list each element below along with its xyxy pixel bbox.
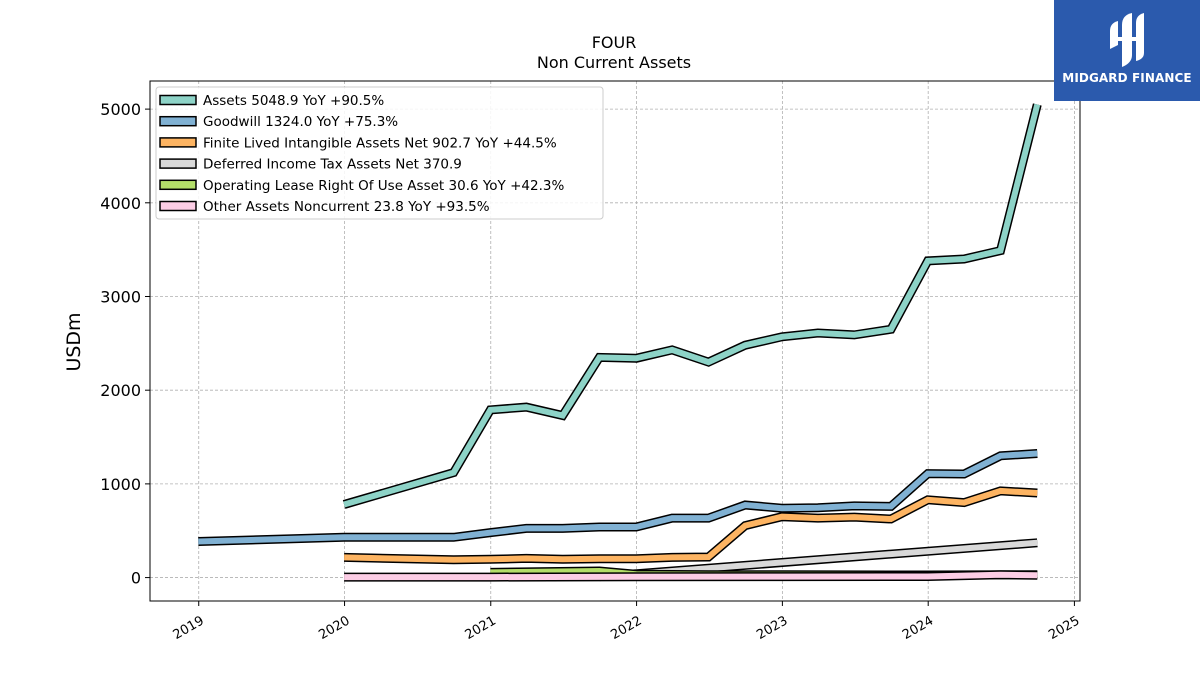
x-tick-label: 2019	[171, 613, 207, 643]
series-line	[344, 571, 1038, 581]
y-tick-label: 2000	[100, 381, 141, 400]
legend-label: Other Assets Noncurrent 23.8 YoY +93.5%	[203, 199, 490, 215]
plot-frame	[149, 80, 1081, 602]
legend-swatch	[159, 200, 197, 212]
chart-title: FOUR	[592, 33, 637, 52]
series-line	[343, 103, 1041, 508]
legend-swatch	[159, 179, 197, 191]
y-tick-label: 3000	[100, 287, 141, 306]
legend-swatch	[159, 115, 197, 127]
series-line	[198, 450, 1038, 545]
axes	[145, 80, 1081, 606]
x-tick-label: 2021	[463, 613, 499, 643]
legend-box	[155, 86, 604, 220]
series-1	[198, 449, 1038, 546]
series-5	[344, 570, 1038, 582]
legend-swatch	[159, 158, 197, 169]
x-tick-label: 2024	[900, 613, 936, 643]
brand-name: MIDGARD FINANCE	[1062, 71, 1192, 85]
legend-label: Deferred Income Tax Assets Net 370.9	[203, 157, 462, 173]
series-0	[342, 103, 1042, 509]
legend-label: Finite Lived Intangible Assets Net 902.7…	[203, 135, 557, 151]
x-tick-label: 2023	[754, 613, 790, 643]
x-tick-label: 2020	[316, 613, 352, 643]
series-layer	[198, 103, 1042, 582]
legend-label: Goodwill 1324.0 YoY +75.3%	[203, 114, 398, 130]
y-axis-label: USDm	[63, 312, 85, 371]
y-tick-label: 4000	[100, 194, 141, 213]
legend: Assets 5048.9 YoY +90.5% Goodwill 1324.0 …	[155, 86, 604, 220]
legend-label: Operating Lease Right Of Use Asset 30.6 …	[203, 178, 564, 194]
chart-subtitle: Non Current Assets	[537, 53, 691, 72]
x-tick-label: 2022	[608, 613, 644, 643]
legend-swatch	[159, 137, 197, 148]
legend-label: Assets 5048.9 YoY +90.5%	[203, 93, 384, 109]
legend-swatch	[159, 94, 197, 106]
series-2	[344, 486, 1038, 565]
y-tick-label: 0	[131, 569, 141, 588]
midgard-logo-icon	[1110, 13, 1144, 67]
brand-logo: MIDGARD FINANCE	[1054, 0, 1200, 101]
x-tick-label: 2025	[1046, 613, 1082, 643]
y-tick-label: 1000	[100, 475, 141, 494]
series-line	[344, 487, 1038, 563]
y-tick-label: 5000	[100, 100, 141, 119]
